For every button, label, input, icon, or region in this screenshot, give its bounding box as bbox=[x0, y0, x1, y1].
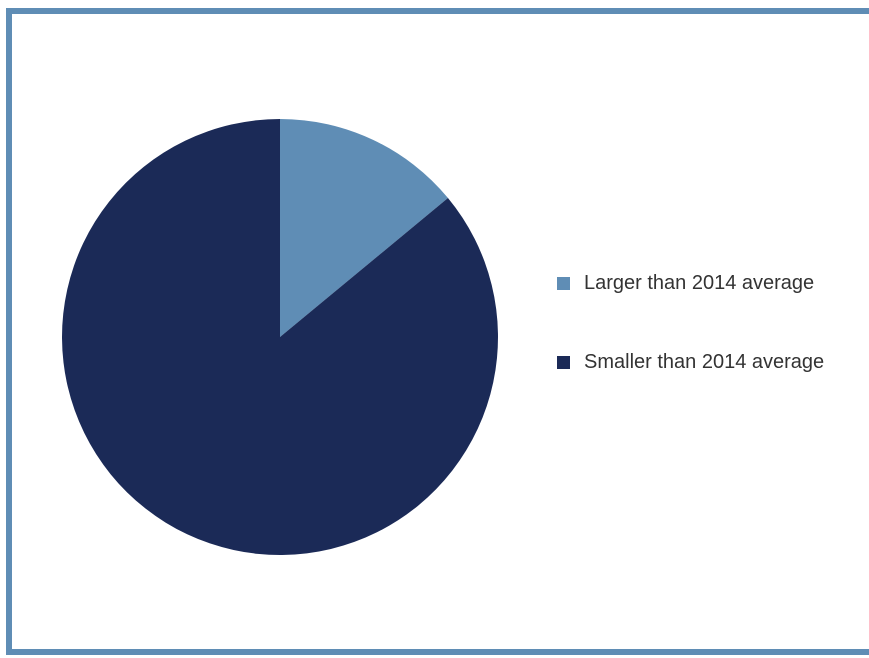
legend-item-smaller: Smaller than 2014 average bbox=[557, 347, 824, 377]
legend-swatch-larger bbox=[557, 276, 570, 290]
legend-label-smaller: Smaller than 2014 average bbox=[584, 350, 825, 373]
pie-slice-smaller bbox=[61, 119, 498, 555]
legend-item-larger: Larger than 2014 average bbox=[557, 268, 824, 298]
chart-frame bbox=[6, 8, 869, 655]
pie-slice-larger bbox=[280, 119, 448, 337]
legend-label-larger: Larger than 2014 average bbox=[584, 271, 815, 294]
legend-swatch-smaller bbox=[557, 355, 570, 369]
chart-legend: Larger than 2014 average Smaller than 20… bbox=[557, 268, 824, 426]
